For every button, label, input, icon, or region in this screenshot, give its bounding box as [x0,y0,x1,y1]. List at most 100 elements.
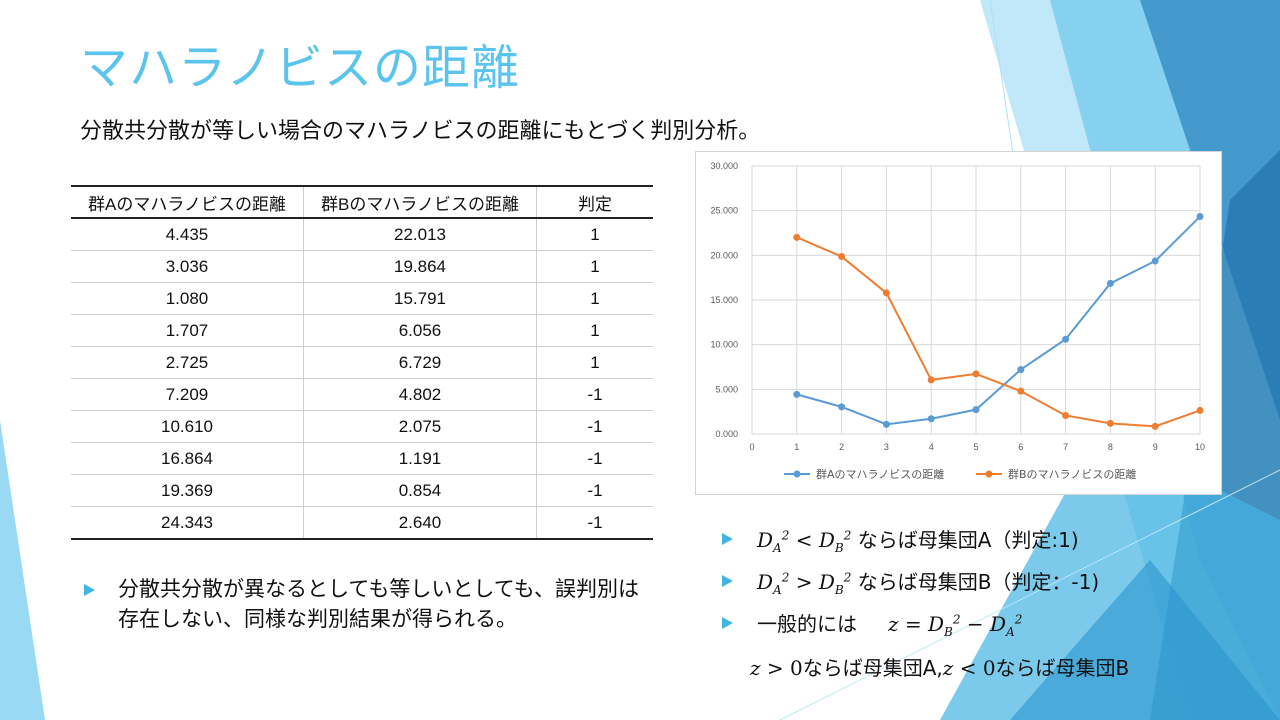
cell-group-a: 19.369 [71,474,304,507]
cell-judgement: 1 [536,250,653,283]
decision-rule-z: z > 0ならば母集団A,z < 0ならば母集団B [750,656,1130,680]
cell-judgement: -1 [536,378,653,411]
slide-subtitle: 分散共分散が等しい場合のマハラノビスの距離にもとづく判別分析。 [80,119,761,144]
x-tick-label: 5 [973,442,978,452]
table-row: 16.864 1.191 -1 [71,442,653,475]
rule-a-text: DA2 < DB2 ならば母集団A（判定:1) [757,528,1079,555]
triangle-bullet-icon [722,617,733,629]
header-group-b: 群Bのマハラノビスの距離 [303,185,537,219]
slide-title: マハラノビスの距離 [80,40,521,96]
triangle-bullet-icon [722,575,733,587]
x-tick-label: 4 [929,442,934,452]
cell-judgement: -1 [536,410,653,443]
x-tick-label: 1 [794,442,799,452]
data-point-b [838,253,846,261]
cell-group-b: 2.640 [303,506,537,540]
cell-judgement: -1 [536,474,653,507]
x-tick-label: 2 [839,442,844,452]
distance-table: 群Aのマハラノビスの距離 群Bのマハラノビスの距離 判定 4.435 22.013… [71,185,653,540]
cell-group-b: 6.729 [303,346,537,379]
series-line-b [796,236,1201,428]
header-group-a: 群Aのマハラノビスの距離 [71,185,304,219]
data-point-a [972,406,980,414]
cell-group-b: 4.802 [303,378,537,411]
table-row: 2.725 6.729 1 [71,346,653,379]
y-tick-label: 25.000 [710,206,738,216]
cell-group-a: 1.080 [71,282,304,315]
table-row: 4.435 22.013 1 [71,218,653,251]
cell-group-b: 22.013 [303,218,537,251]
x-tick-label: 6 [1018,442,1023,452]
y-tick-label: 20.000 [710,250,738,260]
rule-b-text: DA2 > DB2 ならば母集団B（判定：-1) [757,570,1100,597]
cell-group-a: 4.435 [71,218,304,251]
x-tick-label: 10 [1195,442,1205,452]
table-row: 1.080 15.791 1 [71,282,653,315]
bullet-left-text: 分散共分散が異なるとしても等しいとしても、誤判別は存在しない、同様な判別結果が得… [118,577,640,631]
data-point-b [882,289,890,297]
data-point-a [1062,335,1070,343]
y-tick-label: 5.000 [715,384,738,394]
x-tick-label: 8 [1108,442,1113,452]
y-tick-label: 0.000 [715,429,738,439]
legend-swatch-marker [985,470,993,478]
table-row: 24.343 2.640 -1 [71,506,653,540]
data-point-a [793,390,801,398]
legend-label: 群Bのマハラノビスの距離 [1008,467,1136,481]
cell-group-b: 15.791 [303,282,537,315]
data-point-b [793,233,801,241]
x-tick-label: 7 [1063,442,1068,452]
y-tick-label: 15.000 [710,295,738,305]
data-point-b [1151,422,1159,430]
data-point-b [972,370,980,378]
x-tick-label: 3 [884,442,889,452]
table-row: 3.036 19.864 1 [71,250,653,283]
table-row: 1.707 6.056 1 [71,314,653,347]
distance-chart: 0.000 5.000 10.000 15.000 20.000 25.000 30.000… [695,151,1222,495]
cell-judgement: 1 [536,282,653,315]
y-tick-label: 30.000 [710,161,738,171]
cell-group-a: 7.209 [71,378,304,411]
data-point-a [927,415,935,423]
cell-judgement: 1 [536,218,653,251]
cell-judgement: -1 [536,506,653,540]
cell-judgement: -1 [536,442,653,475]
cell-group-b: 6.056 [303,314,537,347]
cell-judgement: 1 [536,346,653,379]
data-point-b [1196,406,1204,414]
cell-group-b: 2.075 [303,410,537,443]
legend-label: 群Aのマハラノビスの距離 [816,467,944,481]
cell-group-b: 0.854 [303,474,537,507]
series-line-a [796,215,1201,426]
data-point-b [927,376,935,384]
data-point-b [1017,387,1025,395]
cell-judgement: 1 [536,314,653,347]
cell-group-a: 2.725 [71,346,304,379]
table-header-row: 群Aのマハラノビスの距離 群Bのマハラノビスの距離 判定 [71,185,653,219]
cell-group-a: 3.036 [71,250,304,283]
cell-group-b: 19.864 [303,250,537,283]
data-point-a [838,403,846,411]
data-point-a [882,420,890,428]
triangle-bullet-icon [722,533,733,545]
cell-group-a: 24.343 [71,506,304,540]
cell-group-a: 16.864 [71,442,304,475]
table-row: 19.369 0.854 -1 [71,474,653,507]
legend-swatch-marker [793,470,801,478]
header-judgement: 判定 [536,185,653,219]
x-tick-label: 9 [1153,442,1158,452]
general-text: 一般的には z = DB2 − DA2 [757,612,1023,639]
data-point-b [1062,411,1070,419]
data-point-a [1106,279,1114,287]
triangle-bullet-icon [84,584,95,596]
cell-group-a: 10.610 [71,410,304,443]
table-row: 7.209 4.802 -1 [71,378,653,411]
chart-plot: 0.000 5.000 10.000 15.000 20.000 25.000 30.000… [710,161,1205,481]
data-point-a [1196,213,1204,221]
data-point-b [1106,419,1114,427]
cell-group-b: 1.191 [303,442,537,475]
data-point-a [1151,257,1159,265]
x-tick-label: 0 [749,442,754,452]
table-row: 10.610 2.075 -1 [71,410,653,443]
y-tick-label: 10.000 [710,340,738,350]
